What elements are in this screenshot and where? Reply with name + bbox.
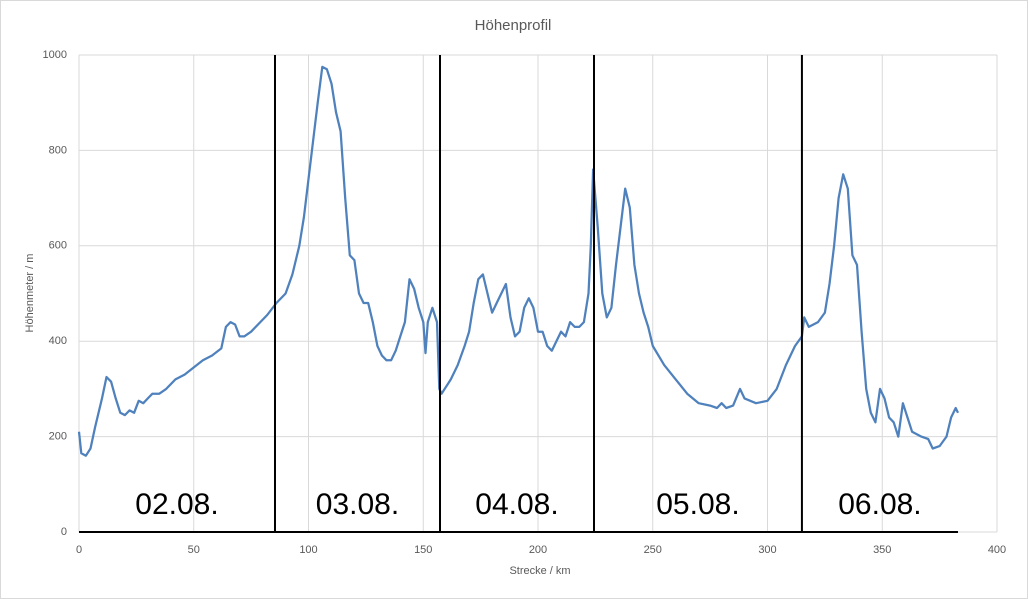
- x-tick-label: 50: [188, 544, 200, 556]
- y-tick-label: 200: [49, 431, 67, 443]
- day-label: 05.08.: [656, 488, 739, 521]
- y-tick-label: 0: [61, 526, 67, 538]
- x-tick-label: 350: [873, 544, 891, 556]
- x-tick-label: 250: [644, 544, 662, 556]
- x-tick-label: 100: [299, 544, 317, 556]
- y-tick-label: 1000: [43, 49, 67, 61]
- x-tick-label: 150: [414, 544, 432, 556]
- day-label: 03.08.: [316, 488, 399, 521]
- day-label: 02.08.: [135, 488, 218, 521]
- x-axis-title: Strecke / km: [509, 565, 570, 577]
- day-label: 04.08.: [475, 488, 558, 521]
- x-tick-label: 300: [758, 544, 776, 556]
- day-label: 06.08.: [838, 488, 921, 521]
- elevation-line: [77, 65, 960, 457]
- chart-title: Höhenprofil: [475, 17, 552, 34]
- x-tick-label: 0: [76, 544, 82, 556]
- y-axis-title: Höhenmeter / m: [24, 254, 36, 333]
- y-tick-label: 800: [49, 144, 67, 156]
- x-tick-label: 400: [988, 544, 1006, 556]
- y-tick-label: 400: [49, 335, 67, 347]
- x-tick-label: 200: [529, 544, 547, 556]
- y-tick-label: 600: [49, 240, 67, 252]
